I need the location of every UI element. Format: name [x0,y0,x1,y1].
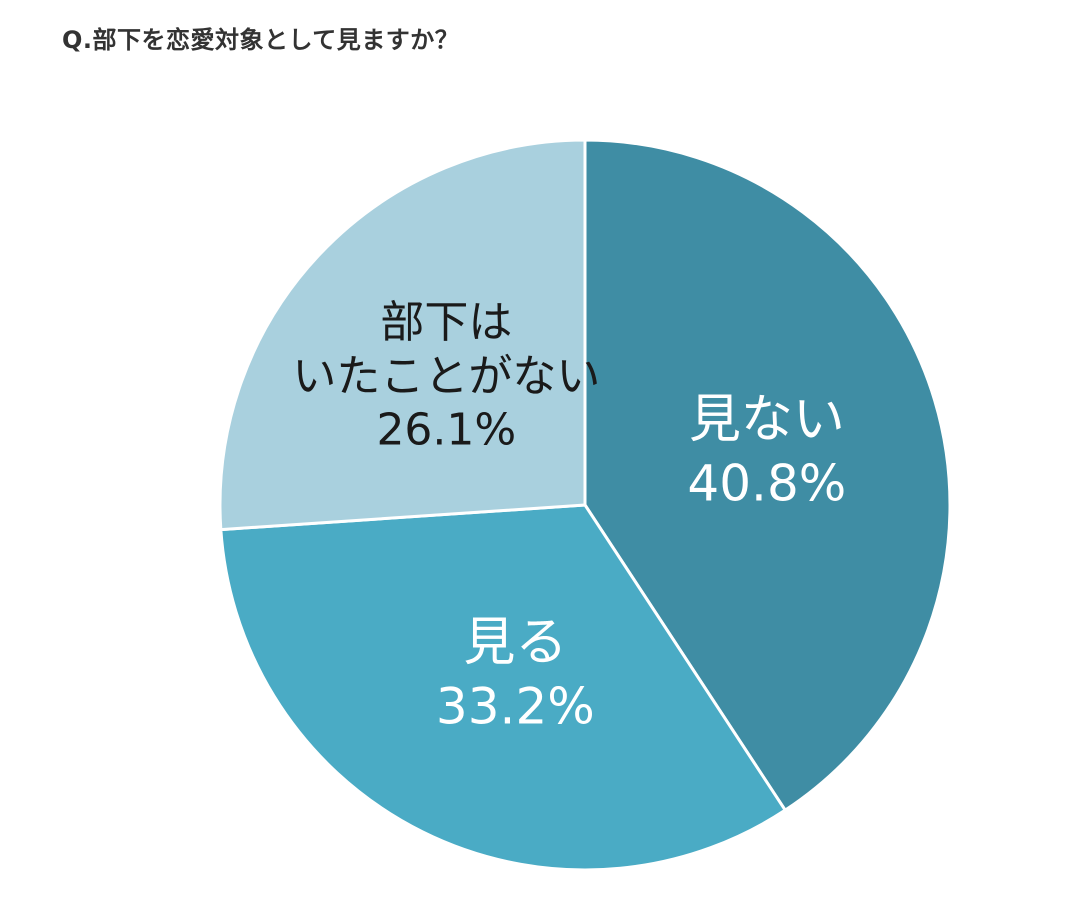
slice-category-label: 見ない [689,390,845,450]
question-title: Q.部下を恋愛対象として見ますか？ [62,26,460,54]
pie-slice [219,503,788,872]
pie-slice [218,138,587,532]
slice-category-label: 部下は [380,297,512,348]
slice-value-label: 26.1% [376,404,516,455]
slice-value-label: 33.2% [436,678,595,736]
slice-category-label: 見る [463,613,567,673]
pie-slices [218,138,952,872]
slice-category-label: いたことがない [292,351,600,402]
slice-value-label: 40.8% [687,455,846,513]
